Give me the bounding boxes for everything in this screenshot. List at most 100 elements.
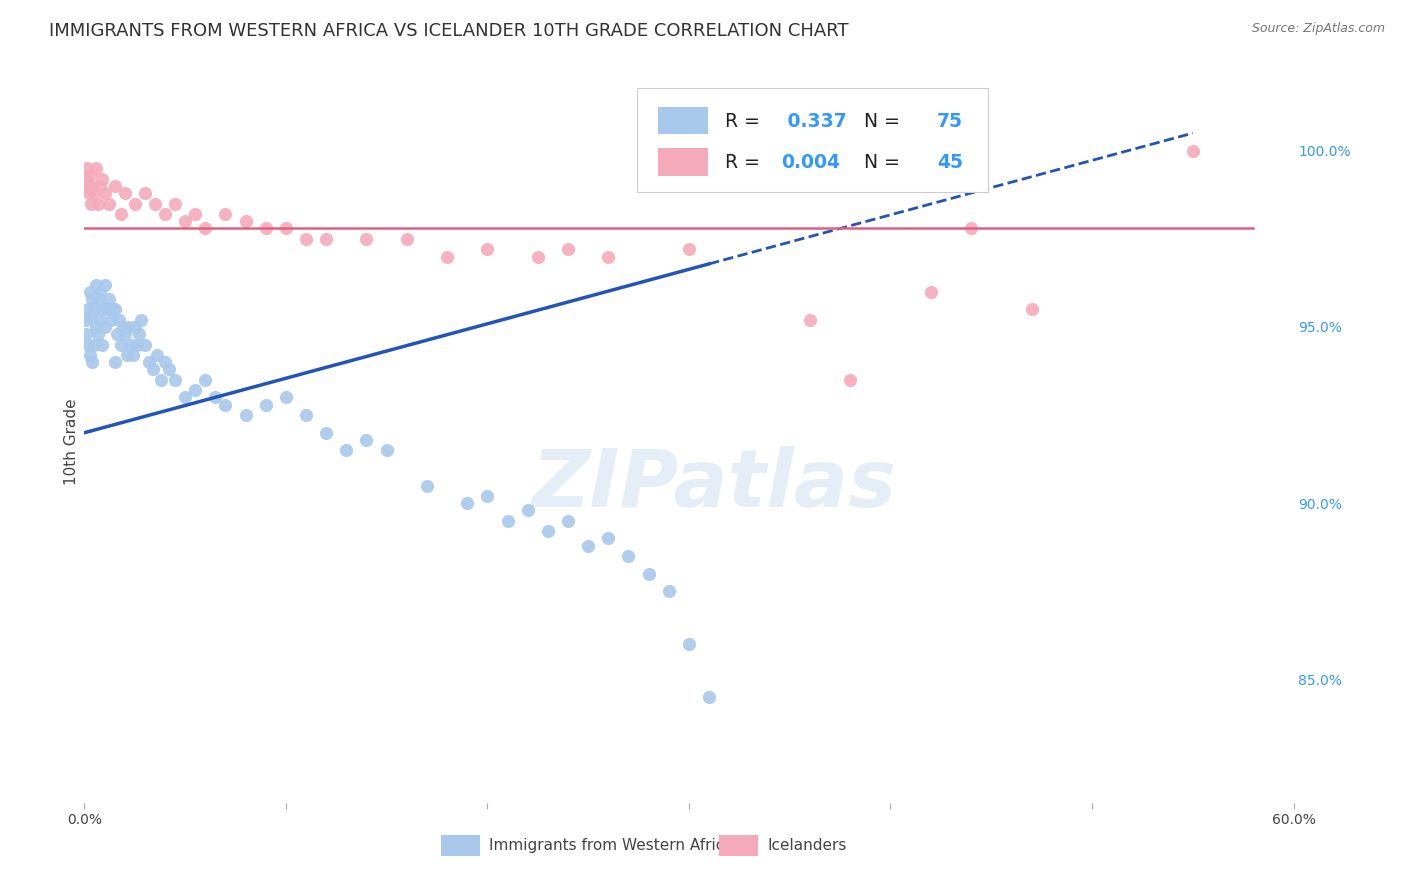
Point [87, 292, 110, 306]
Text: IMMIGRANTS FROM WESTERN AFRICA VS ICELANDER 10TH GRADE CORRELATION CHART: IMMIGRANTS FROM WESTERN AFRICA VS ICELAN… [49, 22, 849, 40]
Point [165, 373, 187, 387]
Point [82, 355, 104, 369]
Point [142, 362, 165, 376]
Point [516, 503, 538, 517]
Point [107, 313, 129, 327]
Point [1021, 302, 1043, 317]
Point [134, 186, 156, 200]
Point [960, 221, 983, 235]
Point [87, 326, 110, 341]
Point [576, 539, 599, 553]
Point [165, 196, 187, 211]
Point [118, 320, 141, 334]
Point [93, 186, 115, 200]
Point [456, 496, 478, 510]
Point [477, 243, 499, 257]
Point [557, 514, 579, 528]
Point [395, 232, 418, 246]
Point [184, 384, 207, 398]
Point [617, 549, 640, 563]
Text: R =: R = [725, 112, 766, 131]
Text: N =: N = [852, 153, 905, 172]
Point [527, 250, 550, 264]
Text: Source: ZipAtlas.com: Source: ZipAtlas.com [1251, 22, 1385, 36]
Point [105, 326, 128, 341]
Point [104, 179, 127, 194]
Point [254, 398, 277, 412]
FancyBboxPatch shape [637, 87, 987, 193]
Point [537, 524, 560, 539]
Point [129, 313, 152, 327]
Point [110, 207, 132, 221]
Point [76, 161, 98, 176]
Point [77, 179, 100, 194]
Text: 75: 75 [936, 112, 963, 131]
Point [598, 532, 620, 546]
Point [143, 196, 166, 211]
Point [678, 637, 700, 651]
Point [104, 355, 127, 369]
Text: Icelanders: Icelanders [768, 838, 846, 853]
Point [97, 292, 120, 306]
Text: ZIPatlas: ZIPatlas [530, 446, 896, 524]
Point [89, 179, 111, 194]
Point [82, 179, 104, 194]
Point [254, 221, 277, 235]
Point [75, 172, 97, 186]
Point [204, 391, 226, 405]
Point [315, 425, 337, 440]
Point [153, 207, 176, 221]
Point [697, 690, 720, 704]
Point [111, 320, 134, 334]
Text: N =: N = [852, 112, 905, 131]
Text: R =: R = [725, 153, 766, 172]
Point [80, 196, 103, 211]
Point [97, 196, 120, 211]
Point [235, 214, 257, 228]
Point [83, 186, 105, 200]
Text: Immigrants from Western Africa: Immigrants from Western Africa [489, 838, 734, 853]
Point [315, 232, 337, 246]
Point [115, 348, 138, 362]
Point [79, 310, 101, 324]
Point [153, 355, 176, 369]
Point [194, 221, 217, 235]
Point [637, 566, 659, 581]
Point [96, 302, 118, 317]
Point [125, 337, 148, 351]
Point [79, 186, 101, 200]
Point [658, 584, 681, 599]
Point [295, 408, 318, 422]
Point [87, 196, 110, 211]
Point [839, 373, 862, 387]
Point [75, 313, 97, 327]
Point [157, 362, 180, 376]
Point [235, 408, 257, 422]
Point [121, 348, 143, 362]
Point [79, 285, 101, 299]
Point [598, 250, 620, 264]
Point [477, 489, 499, 503]
Text: 45: 45 [936, 153, 963, 172]
Point [274, 391, 297, 405]
Point [496, 514, 519, 528]
FancyBboxPatch shape [720, 835, 758, 855]
Point [91, 302, 114, 317]
Point [375, 443, 398, 458]
Point [174, 214, 197, 228]
Point [83, 302, 105, 317]
Point [86, 277, 108, 292]
Point [79, 348, 101, 362]
Point [214, 207, 236, 221]
Point [77, 302, 100, 317]
Point [91, 337, 114, 351]
FancyBboxPatch shape [658, 148, 709, 176]
Point [93, 277, 115, 292]
Point [356, 433, 378, 447]
Point [93, 320, 115, 334]
Point [110, 337, 132, 351]
Point [120, 337, 142, 351]
Point [356, 232, 378, 246]
FancyBboxPatch shape [658, 107, 709, 135]
Point [124, 196, 146, 211]
